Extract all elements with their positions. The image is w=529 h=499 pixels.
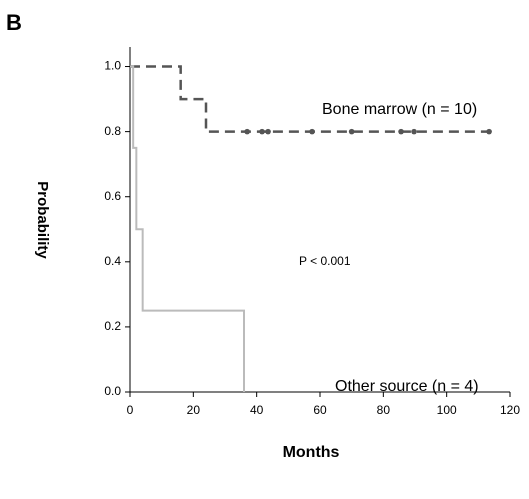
censor-mark (348, 128, 355, 135)
censor-mark (398, 128, 404, 135)
y-tick-label: 0.0 (104, 384, 121, 398)
censor-mark (265, 128, 271, 135)
x-axis-label: Months (283, 444, 340, 461)
y-axis-label: Probability (34, 181, 51, 259)
y-tick-label: 0.6 (104, 189, 121, 203)
x-tick-label: 20 (187, 403, 201, 417)
x-tick-label: 80 (377, 403, 391, 417)
censor-mark (486, 128, 492, 135)
survival-curve (130, 65, 245, 392)
x-tick-label: 60 (313, 403, 327, 417)
censor-mark (259, 128, 265, 135)
legend-label: Other source (n = 4) (335, 378, 479, 395)
x-tick-label: 40 (250, 403, 264, 417)
panel-label: B (6, 10, 22, 35)
censor-mark (309, 128, 315, 135)
censor-mark (411, 128, 417, 135)
y-tick-label: 0.4 (104, 254, 121, 268)
p-value-annotation: P < 0.001 (299, 254, 351, 268)
y-tick-label: 0.8 (104, 124, 121, 138)
x-tick-label: 100 (437, 403, 457, 417)
x-tick-label: 120 (500, 403, 520, 417)
x-tick-label: 0 (127, 403, 134, 417)
censor-mark (244, 128, 250, 135)
legend-label: Bone marrow (n = 10) (322, 101, 477, 118)
y-tick-label: 0.2 (104, 319, 121, 333)
survival-curve (130, 65, 491, 133)
y-tick-label: 1.0 (104, 59, 121, 73)
